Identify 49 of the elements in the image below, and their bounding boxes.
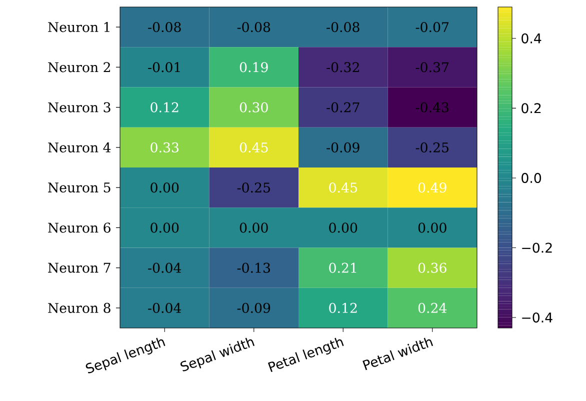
data-label: 0.24 [418,302,447,313]
color-bar-label: 0.0 [522,172,542,184]
y-tick-label: Neuron 8 [48,302,110,313]
data-label: -0.08 [148,22,181,32]
data-label: -0.09 [237,302,270,313]
y-tick-label: Neuron 6 [48,222,110,233]
x-tick-label: Petal width [362,338,434,370]
y-tick-label: Neuron 2 [48,62,110,72]
y-tick-label: Neuron 5 [48,182,110,193]
x-tick-label: Sepal width [180,338,255,372]
data-label: 0.00 [418,222,446,233]
color-bar-label: 0.2 [522,103,541,114]
data-label: 0.30 [240,102,268,112]
data-label: -0.25 [237,182,270,193]
data-label: -0.43 [416,102,448,112]
data-label: 0.45 [240,142,268,152]
x-tick-label: Petal length [268,338,344,372]
color-bar-label: −0.4 [522,312,552,323]
data-label: 0.00 [150,182,179,193]
data-label: 0.12 [329,302,357,313]
data-label: -0.09 [326,142,360,152]
data-label: 0.00 [329,222,358,233]
color-bar-label: 0.4 [522,33,542,44]
data-label: 0.33 [150,142,178,152]
data-label: 0.45 [329,182,357,193]
data-label: -0.27 [326,102,360,112]
data-label: -0.07 [416,22,449,32]
color-bar-label: −0.2 [522,242,552,253]
y-tick-label: Neuron 3 [48,102,110,112]
data-label: 0.36 [418,262,446,273]
data-label: 0.49 [418,182,446,193]
data-label: -0.01 [148,62,180,72]
data-label: 0.12 [150,102,178,112]
data-label: -0.08 [326,22,360,32]
data-label: -0.04 [148,302,182,313]
data-label: 0.21 [329,262,356,273]
y-tick-label: Neuron 4 [48,142,111,152]
data-label: -0.04 [148,262,182,273]
data-label: -0.25 [416,142,448,152]
y-tick-label: Neuron 1 [48,22,110,32]
data-label: -0.32 [326,62,359,72]
data-label: -0.37 [416,62,449,72]
data-label: 0.00 [240,222,268,233]
data-label: -0.13 [237,262,270,273]
y-tick-label: Neuron 7 [48,262,110,273]
data-label: 0.00 [150,222,179,233]
data-label: 0.19 [240,62,268,72]
data-label: -0.08 [237,22,270,32]
x-tick-label: Sepal length [86,338,166,374]
